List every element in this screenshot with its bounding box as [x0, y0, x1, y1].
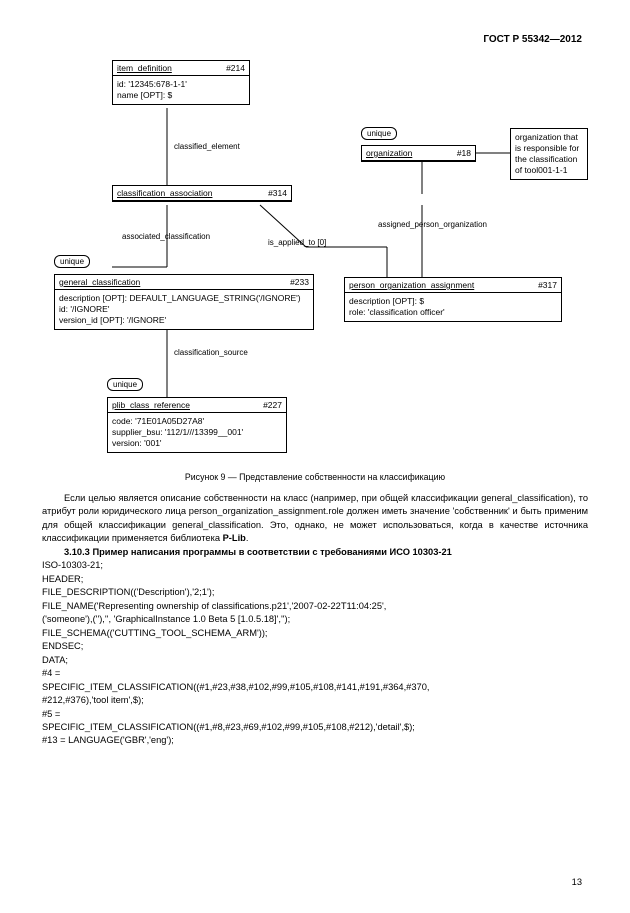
page-number: 13	[572, 877, 582, 887]
box-line: id: '/IGNORE'	[59, 304, 309, 315]
text: .	[246, 533, 249, 543]
text-bold: P-Lib	[223, 533, 246, 543]
box-id: #214	[226, 63, 245, 73]
tag-unique: unique	[107, 378, 143, 391]
box-line: description [OPT]: $	[349, 296, 557, 307]
box-id: #314	[268, 188, 287, 198]
box-organization: organization #18	[361, 145, 476, 162]
box-title: general_classification	[59, 277, 140, 287]
code-line: FILE_SCHEMA(('CUTTING_TOOL_SCHEMA_ARM'))…	[42, 627, 588, 640]
code-line: ISO-10303-21;	[42, 559, 588, 572]
box-id: #317	[538, 280, 557, 290]
box-title: person_organization_assignment	[349, 280, 474, 290]
heading-text: Пример написания программы в соответстви…	[90, 547, 452, 557]
edge-label: is_applied_to [0]	[268, 238, 326, 247]
code-line: HEADER;	[42, 573, 588, 586]
edge-label: assigned_person_organization	[378, 220, 487, 229]
callout-line: organization that	[515, 132, 583, 143]
box-line: version: '001'	[112, 438, 282, 449]
code-line: ENDSEC;	[42, 640, 588, 653]
tag-unique: unique	[54, 255, 90, 268]
box-title: organization	[366, 148, 412, 158]
edge-label: associated_classification	[122, 232, 210, 241]
box-line: version_id [OPT]: '/IGNORE'	[59, 315, 309, 326]
diagram: item_definition #214 id: '12345:678-1-1'…	[42, 60, 588, 468]
box-id: #18	[457, 148, 471, 158]
box-title: classification_association	[117, 188, 212, 198]
box-general-classification: general_classification #233 description …	[54, 274, 314, 330]
code-line: FILE_DESCRIPTION(('Description'),'2;1');	[42, 586, 588, 599]
code-line: FILE_NAME('Representing ownership of cla…	[42, 600, 588, 613]
text: Если целью является описание собственнос…	[42, 493, 588, 543]
code-line: SPECIFIC_ITEM_CLASSIFICATION((#1,#8,#23,…	[42, 721, 588, 734]
box-line: role: 'classification officer'	[349, 307, 557, 318]
paragraph: Если целью является описание собственнос…	[42, 492, 588, 546]
body-text: Если целью является описание собственнос…	[42, 492, 588, 748]
figure-caption: Рисунок 9 — Представление собственности …	[0, 472, 630, 482]
box-classification-association: classification_association #314	[112, 185, 292, 202]
callout-line: the classification	[515, 154, 583, 165]
box-id: #227	[263, 400, 282, 410]
standard-header: ГОСТ Р 55342—2012	[483, 34, 582, 45]
code-line: #5 =	[42, 708, 588, 721]
box-title: item_definition	[117, 63, 172, 73]
box-line: name [OPT]: $	[117, 90, 245, 101]
code-line: #4 =	[42, 667, 588, 680]
tag-unique: unique	[361, 127, 397, 140]
code-line: #212,#376),'tool item',$);	[42, 694, 588, 707]
box-line: id: '12345:678-1-1'	[117, 79, 245, 90]
callout-line: of tool001-1-1	[515, 165, 583, 176]
callout-line: is responsible for	[515, 143, 583, 154]
box-line: code: '71E01A05D27A8'	[112, 416, 282, 427]
box-title: plib_class_reference	[112, 400, 190, 410]
box-line: description [OPT]: DEFAULT_LANGUAGE_STRI…	[59, 293, 309, 304]
edge-label: classified_element	[174, 142, 240, 151]
edge-label: classification_source	[174, 348, 248, 357]
box-person-org-assignment: person_organization_assignment #317 desc…	[344, 277, 562, 322]
box-plib-class-reference: plib_class_reference #227 code: '71E01A0…	[107, 397, 287, 453]
section-heading: 3.10.3 Пример написания программы в соот…	[42, 546, 588, 559]
box-line: supplier_bsu: '112/1///13399__001'	[112, 427, 282, 438]
code-line: #13 = LANGUAGE('GBR','eng');	[42, 734, 588, 747]
box-item-definition: item_definition #214 id: '12345:678-1-1'…	[112, 60, 250, 105]
code-line: ('someone'),(''),'', 'GraphicalInstance …	[42, 613, 588, 626]
heading-number: 3.10.3	[64, 547, 90, 557]
box-id: #233	[290, 277, 309, 287]
code-line: SPECIFIC_ITEM_CLASSIFICATION((#1,#23,#38…	[42, 681, 588, 694]
callout-organization: organization that is responsible for the…	[510, 128, 588, 180]
code-line: DATA;	[42, 654, 588, 667]
